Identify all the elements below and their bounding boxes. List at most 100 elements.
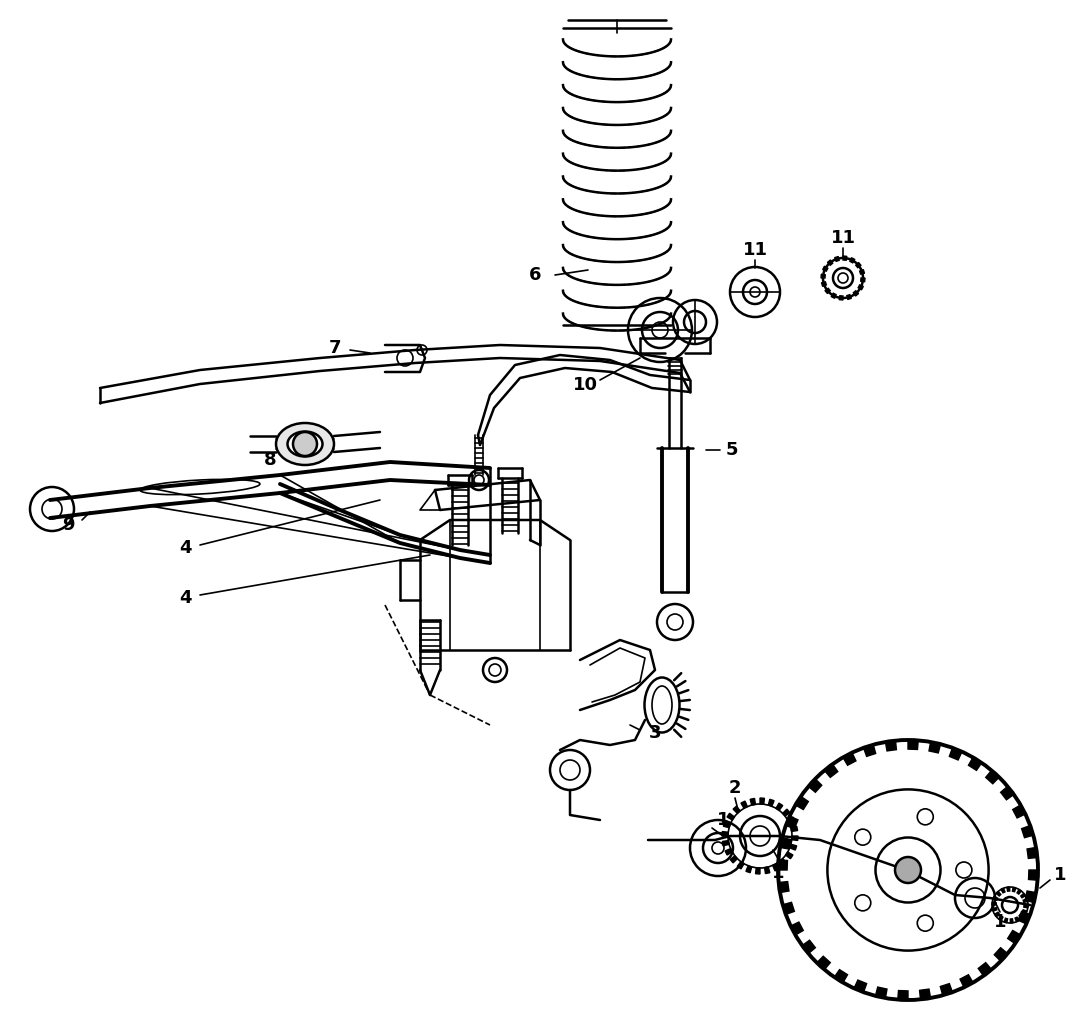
Polygon shape	[897, 990, 908, 1000]
Polygon shape	[1014, 917, 1019, 921]
Polygon shape	[1010, 919, 1013, 923]
Ellipse shape	[276, 423, 334, 465]
Text: 8: 8	[264, 451, 277, 469]
Ellipse shape	[288, 432, 322, 457]
Polygon shape	[733, 806, 740, 814]
Polygon shape	[1017, 890, 1021, 894]
Polygon shape	[876, 987, 888, 998]
Polygon shape	[856, 263, 861, 268]
Polygon shape	[808, 779, 821, 792]
Polygon shape	[782, 810, 790, 817]
Polygon shape	[853, 290, 858, 297]
Polygon shape	[723, 840, 729, 845]
Polygon shape	[741, 801, 748, 808]
Polygon shape	[1029, 870, 1038, 880]
Polygon shape	[790, 844, 796, 851]
Polygon shape	[768, 799, 774, 806]
Polygon shape	[782, 902, 794, 914]
Text: 2: 2	[729, 779, 741, 797]
Polygon shape	[780, 859, 787, 866]
Polygon shape	[839, 295, 843, 300]
Polygon shape	[786, 816, 797, 829]
Polygon shape	[1008, 931, 1021, 944]
Text: 9: 9	[62, 516, 74, 534]
Polygon shape	[750, 798, 755, 805]
Polygon shape	[992, 902, 996, 905]
Text: 5: 5	[726, 441, 738, 459]
Polygon shape	[831, 293, 837, 299]
Polygon shape	[920, 989, 931, 999]
Polygon shape	[778, 860, 788, 870]
Text: 1: 1	[1054, 866, 1067, 884]
Polygon shape	[755, 868, 760, 874]
Polygon shape	[1007, 887, 1010, 892]
Polygon shape	[1012, 887, 1016, 892]
Polygon shape	[822, 266, 828, 271]
Polygon shape	[780, 837, 791, 849]
Polygon shape	[960, 975, 973, 987]
Polygon shape	[1000, 787, 1013, 800]
Polygon shape	[834, 970, 847, 983]
Polygon shape	[825, 288, 830, 293]
Polygon shape	[738, 862, 744, 869]
Polygon shape	[1004, 918, 1008, 922]
Polygon shape	[1019, 914, 1024, 918]
Polygon shape	[1021, 894, 1025, 898]
Polygon shape	[1027, 847, 1037, 859]
Polygon shape	[791, 826, 797, 831]
Polygon shape	[998, 916, 1003, 920]
Polygon shape	[858, 285, 864, 290]
Circle shape	[293, 432, 317, 456]
Text: 11: 11	[830, 229, 855, 247]
Polygon shape	[730, 856, 738, 863]
Polygon shape	[929, 742, 941, 753]
Polygon shape	[828, 260, 832, 266]
Text: 6: 6	[528, 266, 541, 284]
Polygon shape	[995, 912, 999, 916]
Polygon shape	[885, 741, 896, 751]
Polygon shape	[864, 745, 876, 756]
Text: 1: 1	[771, 864, 784, 882]
Polygon shape	[969, 757, 982, 771]
Polygon shape	[979, 962, 992, 976]
Polygon shape	[821, 274, 826, 278]
Polygon shape	[779, 881, 789, 893]
Polygon shape	[725, 849, 732, 855]
Polygon shape	[941, 984, 953, 995]
Text: 11: 11	[742, 241, 767, 259]
Polygon shape	[843, 753, 856, 765]
Polygon shape	[1012, 805, 1025, 818]
Polygon shape	[996, 892, 1000, 896]
Polygon shape	[745, 866, 752, 873]
Polygon shape	[1001, 889, 1005, 893]
Text: 1: 1	[994, 913, 1006, 931]
Polygon shape	[1022, 826, 1033, 837]
Polygon shape	[791, 922, 803, 935]
Polygon shape	[795, 796, 808, 810]
Polygon shape	[773, 864, 779, 871]
Polygon shape	[825, 764, 838, 778]
Text: 3: 3	[649, 724, 661, 742]
Polygon shape	[776, 803, 782, 811]
Polygon shape	[788, 817, 795, 824]
Polygon shape	[993, 908, 997, 911]
Polygon shape	[722, 831, 728, 836]
Text: 7: 7	[329, 339, 342, 357]
Text: 10: 10	[573, 376, 598, 394]
Polygon shape	[1018, 911, 1030, 923]
Polygon shape	[802, 940, 816, 953]
Polygon shape	[792, 836, 797, 840]
Polygon shape	[724, 822, 730, 828]
Polygon shape	[821, 282, 827, 286]
Polygon shape	[860, 278, 865, 282]
Polygon shape	[817, 956, 830, 970]
Polygon shape	[949, 748, 962, 760]
Polygon shape	[760, 798, 765, 804]
Polygon shape	[1023, 899, 1027, 902]
Text: 4: 4	[179, 589, 191, 607]
Polygon shape	[1024, 905, 1027, 908]
Polygon shape	[1022, 910, 1026, 914]
Polygon shape	[850, 258, 855, 263]
Polygon shape	[765, 867, 770, 873]
Polygon shape	[994, 948, 1008, 961]
